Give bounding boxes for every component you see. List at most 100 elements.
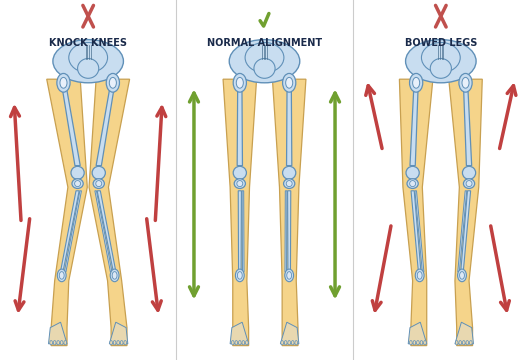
Ellipse shape	[235, 341, 238, 345]
Polygon shape	[61, 83, 80, 166]
Ellipse shape	[60, 77, 67, 88]
Polygon shape	[458, 191, 467, 272]
Ellipse shape	[459, 73, 472, 92]
Ellipse shape	[463, 179, 475, 189]
Polygon shape	[95, 191, 112, 272]
Ellipse shape	[422, 42, 460, 73]
Ellipse shape	[96, 181, 102, 186]
Ellipse shape	[237, 181, 243, 186]
Ellipse shape	[409, 341, 412, 345]
Polygon shape	[411, 191, 421, 272]
Polygon shape	[410, 83, 418, 166]
Ellipse shape	[242, 341, 244, 345]
Text: BOWED LEGS: BOWED LEGS	[405, 38, 477, 48]
Ellipse shape	[59, 271, 64, 279]
Ellipse shape	[117, 341, 120, 345]
Ellipse shape	[284, 179, 295, 189]
Polygon shape	[463, 83, 472, 166]
Polygon shape	[415, 191, 424, 272]
Ellipse shape	[57, 73, 70, 92]
Polygon shape	[97, 191, 116, 272]
Ellipse shape	[60, 341, 63, 345]
Ellipse shape	[295, 341, 297, 345]
Ellipse shape	[285, 269, 294, 282]
Ellipse shape	[106, 73, 120, 92]
Ellipse shape	[92, 166, 105, 179]
Polygon shape	[238, 191, 241, 272]
Ellipse shape	[288, 341, 290, 345]
Ellipse shape	[282, 73, 296, 92]
Ellipse shape	[286, 77, 293, 88]
Polygon shape	[230, 322, 249, 344]
Ellipse shape	[50, 341, 52, 345]
Ellipse shape	[459, 341, 461, 345]
Polygon shape	[110, 322, 128, 344]
Ellipse shape	[291, 341, 294, 345]
Ellipse shape	[420, 341, 423, 345]
Ellipse shape	[424, 341, 426, 345]
Ellipse shape	[113, 341, 116, 345]
Ellipse shape	[254, 59, 275, 78]
Ellipse shape	[110, 77, 116, 88]
Polygon shape	[455, 322, 473, 344]
Polygon shape	[89, 79, 130, 346]
Ellipse shape	[460, 271, 464, 279]
Ellipse shape	[458, 269, 467, 282]
Polygon shape	[449, 79, 482, 346]
Ellipse shape	[112, 271, 117, 279]
Ellipse shape	[232, 341, 234, 345]
Ellipse shape	[110, 269, 119, 282]
Ellipse shape	[470, 341, 472, 345]
Ellipse shape	[286, 181, 292, 186]
Polygon shape	[287, 83, 292, 166]
Ellipse shape	[287, 271, 291, 279]
Text: KNOCK KNEES: KNOCK KNEES	[49, 38, 127, 48]
Ellipse shape	[430, 59, 451, 78]
Ellipse shape	[417, 271, 422, 279]
Polygon shape	[280, 322, 299, 344]
Ellipse shape	[282, 166, 296, 179]
Polygon shape	[408, 322, 427, 344]
Ellipse shape	[466, 181, 472, 186]
Polygon shape	[285, 191, 287, 272]
Ellipse shape	[124, 341, 126, 345]
Polygon shape	[49, 322, 67, 344]
Polygon shape	[47, 79, 87, 346]
Ellipse shape	[285, 341, 287, 345]
Ellipse shape	[234, 179, 245, 189]
Ellipse shape	[462, 341, 465, 345]
Ellipse shape	[245, 42, 284, 73]
Polygon shape	[242, 191, 244, 272]
Ellipse shape	[407, 179, 418, 189]
Ellipse shape	[409, 181, 416, 186]
Ellipse shape	[455, 341, 458, 345]
Ellipse shape	[462, 77, 469, 88]
Ellipse shape	[71, 166, 84, 179]
Ellipse shape	[236, 77, 243, 88]
Ellipse shape	[57, 341, 59, 345]
Polygon shape	[60, 191, 79, 272]
Polygon shape	[223, 79, 257, 346]
Ellipse shape	[406, 166, 419, 179]
Ellipse shape	[413, 341, 416, 345]
Ellipse shape	[69, 42, 107, 73]
Ellipse shape	[415, 269, 424, 282]
Polygon shape	[96, 83, 115, 166]
Polygon shape	[461, 191, 471, 272]
Ellipse shape	[57, 269, 66, 282]
Ellipse shape	[245, 341, 248, 345]
Ellipse shape	[466, 341, 469, 345]
Polygon shape	[65, 191, 81, 272]
Ellipse shape	[281, 341, 284, 345]
Ellipse shape	[406, 40, 476, 83]
Polygon shape	[237, 83, 242, 166]
Ellipse shape	[229, 40, 300, 83]
Ellipse shape	[72, 179, 83, 189]
Ellipse shape	[235, 269, 244, 282]
Ellipse shape	[53, 341, 56, 345]
Ellipse shape	[110, 341, 113, 345]
Ellipse shape	[121, 341, 123, 345]
Ellipse shape	[233, 73, 247, 92]
Ellipse shape	[233, 166, 247, 179]
Ellipse shape	[239, 341, 241, 345]
